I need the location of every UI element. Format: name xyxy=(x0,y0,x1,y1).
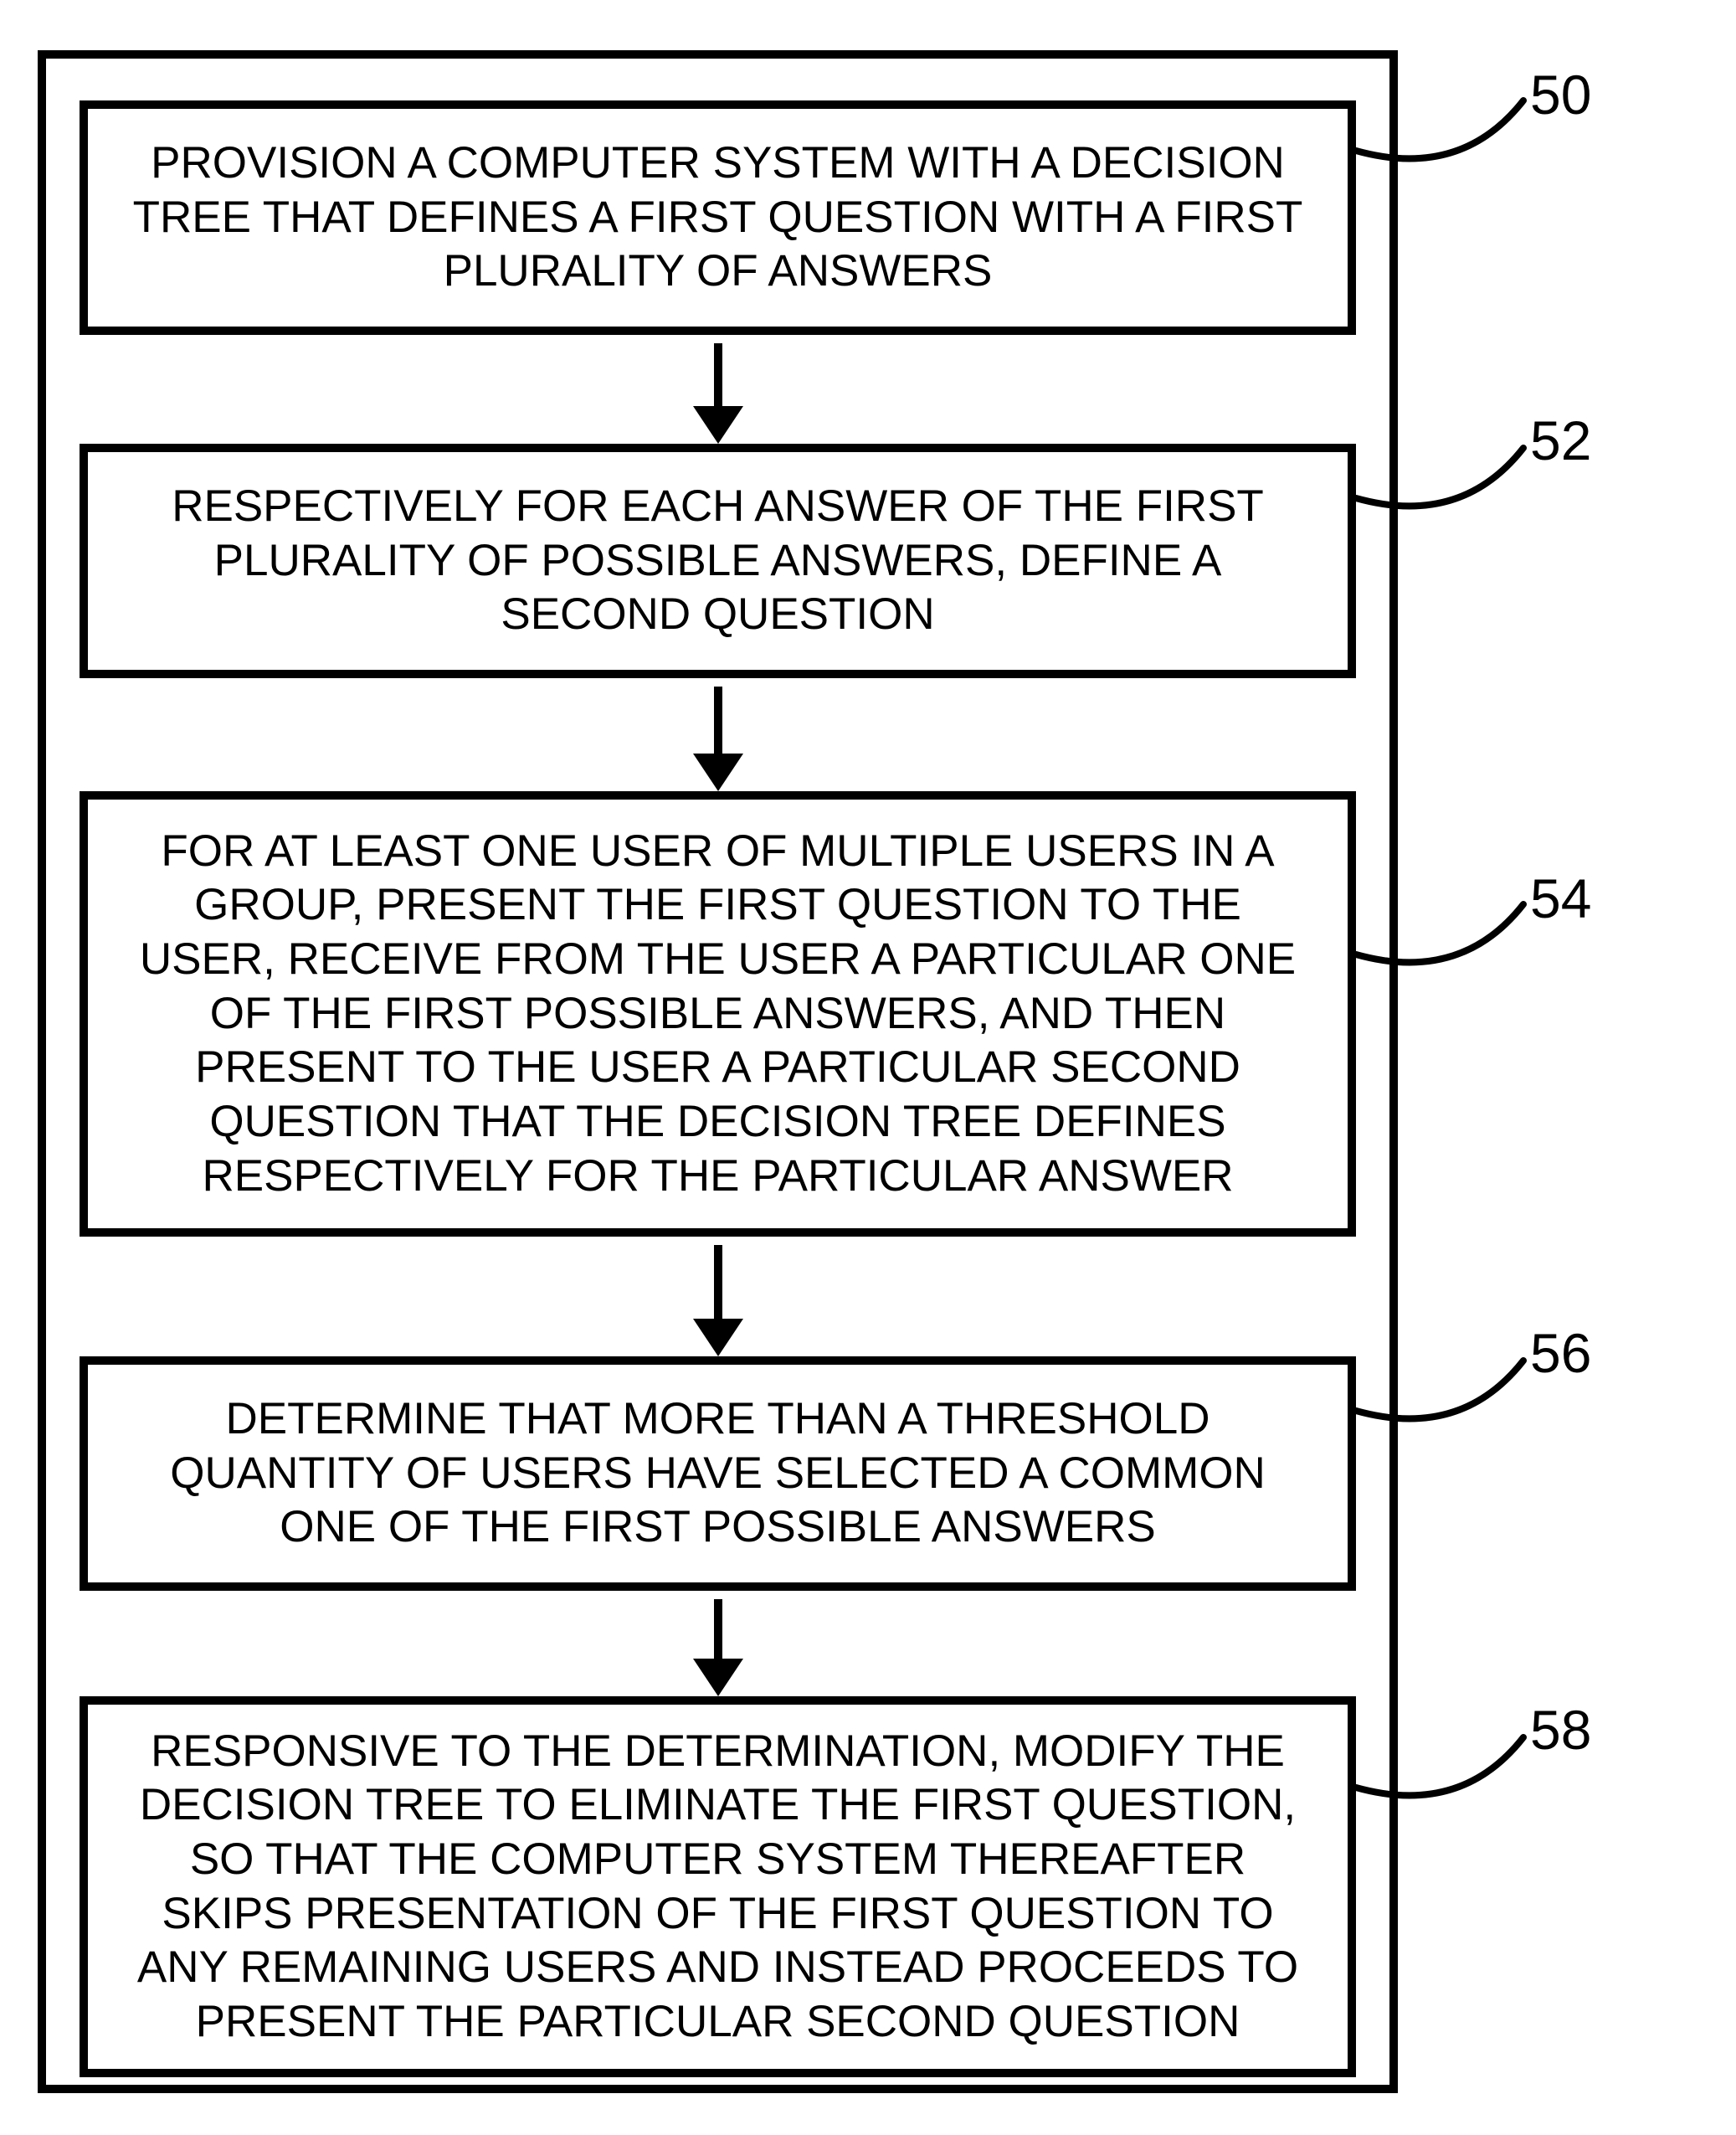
flowchart-canvas: PROVISION A COMPUTER SYSTEM WITH A DECIS… xyxy=(0,0,1736,2135)
edge-arrow-n52-n54 xyxy=(689,687,747,793)
flowchart-node-n50: PROVISION A COMPUTER SYSTEM WITH A DECIS… xyxy=(80,100,1356,335)
node-text: RESPONSIVE TO THE DETERMINATION, MODIFY … xyxy=(121,1725,1314,2050)
callout-curve-54 xyxy=(1348,896,1620,1026)
callout-curve-58 xyxy=(1348,1729,1620,1859)
callout-curve-56 xyxy=(1348,1352,1620,1482)
flowchart-node-n58: RESPONSIVE TO THE DETERMINATION, MODIFY … xyxy=(80,1696,1356,2077)
edge-arrow-n50-n52 xyxy=(689,343,747,445)
flowchart-node-n52: RESPECTIVELY FOR EACH ANSWER OF THE FIRS… xyxy=(80,444,1356,678)
callout-curve-50 xyxy=(1348,92,1620,222)
node-text: PROVISION A COMPUTER SYSTEM WITH A DECIS… xyxy=(121,136,1314,299)
flowchart-node-n54: FOR AT LEAST ONE USER OF MULTIPLE USERS … xyxy=(80,791,1356,1237)
edge-arrow-n56-n58 xyxy=(689,1599,747,1698)
flowchart-node-n56: DETERMINE THAT MORE THAN A THRESHOLD QUA… xyxy=(80,1356,1356,1591)
edge-arrow-n54-n56 xyxy=(689,1245,747,1358)
node-text: DETERMINE THAT MORE THAN A THRESHOLD QUA… xyxy=(121,1392,1314,1555)
callout-curve-52 xyxy=(1348,440,1620,569)
node-text: FOR AT LEAST ONE USER OF MULTIPLE USERS … xyxy=(121,825,1314,1204)
node-text: RESPECTIVELY FOR EACH ANSWER OF THE FIRS… xyxy=(121,480,1314,642)
